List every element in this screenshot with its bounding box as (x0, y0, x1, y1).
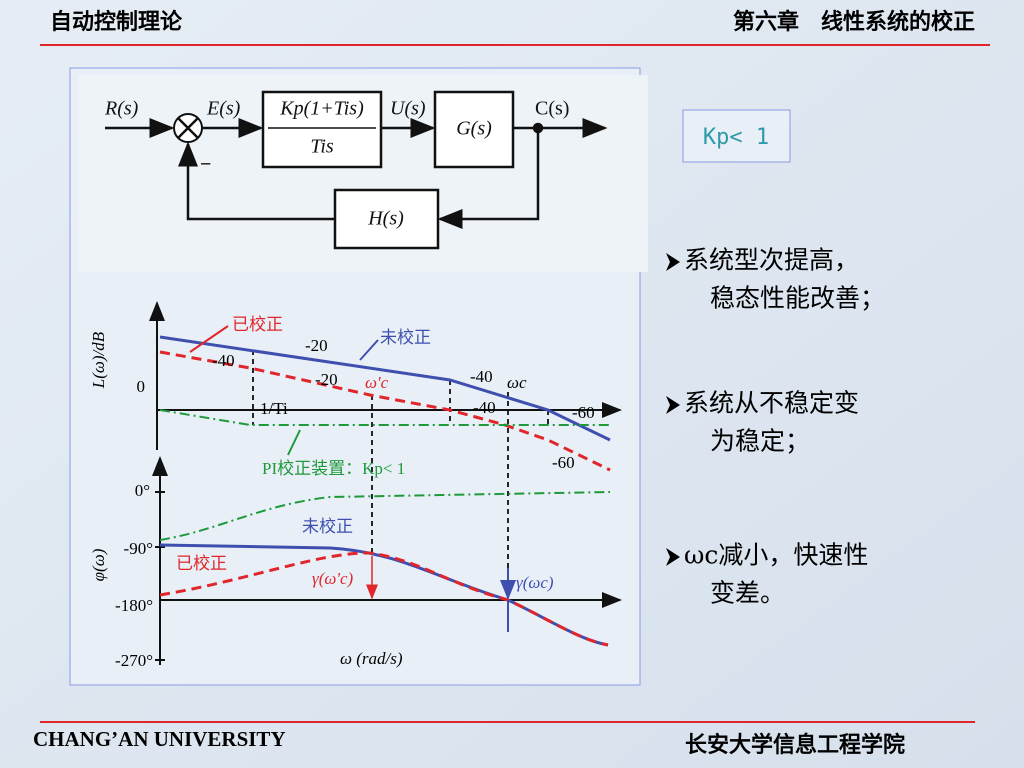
mag-slope: -20 (305, 336, 328, 355)
input-label: R(s) (104, 98, 139, 120)
corrected-pointer (189, 325, 229, 353)
phase-uncorrected: 未校正 (302, 517, 353, 536)
controller-numerator: Kp(1+Tis) (279, 98, 364, 120)
reference-dashes (252, 350, 549, 600)
bullet-text: ωc减小，快速性 (684, 541, 868, 570)
error-label: E(s) (206, 98, 241, 120)
pi-phase (159, 491, 611, 541)
bullet-marker (666, 396, 680, 414)
pi-pointer (287, 429, 301, 456)
bullet-text: 系统型次提高， (684, 246, 859, 275)
header-left: 自动控制理论 (50, 9, 183, 35)
footer-left: CHANG’AN UNIVERSITY (33, 727, 286, 751)
mag-slope: -60 (552, 453, 575, 472)
bullet-text: 变差。 (710, 579, 785, 608)
phase-tick: 0° (135, 481, 150, 500)
uncorrected-pointer (359, 339, 379, 361)
controller-denominator: Tis (310, 136, 334, 158)
footer-right: 长安大学信息工程学院 (685, 732, 905, 758)
corrected-magnitude (159, 350, 611, 472)
wc: ωc (507, 373, 527, 392)
control-label: U(s) (390, 98, 426, 120)
mag-slope: -60 (572, 403, 595, 422)
gamma-prime: γ(ω'c) (312, 569, 354, 588)
wc-prime: ω'c (365, 373, 389, 392)
header-right: 第六章 线性系统的校正 (733, 9, 975, 35)
note-text: Kp< 1 (703, 125, 769, 150)
bullet-text: 为稳定； (710, 427, 810, 456)
phase-axis-label: φ(ω) (89, 548, 108, 581)
block-diagram-lines (105, 90, 608, 250)
note-box (682, 109, 791, 163)
mag-zero: 0 (137, 377, 146, 396)
mag-uncorrected: 未校正 (380, 328, 431, 347)
bullet-marker (666, 548, 680, 566)
feedback-label: H(s) (367, 208, 404, 230)
inv-ti: 1/Ti (260, 399, 288, 418)
phase-corrected: 已校正 (176, 554, 227, 573)
phase-tick: -180° (115, 596, 153, 615)
output-label: C(s) (535, 98, 569, 120)
mag-slope: -20 (315, 370, 338, 389)
mag-slope: -40 (470, 367, 493, 386)
pi-device: PI校正装置：Kp< 1 (262, 459, 405, 478)
bullet-text: 稳态性能改善； (710, 284, 885, 313)
feedback-sign: − (200, 154, 211, 176)
x-axis-label: ω (rad/s) (340, 649, 403, 668)
bode-axes (149, 301, 622, 665)
mag-slope: -40 (212, 351, 235, 370)
plant-label: G(s) (456, 118, 492, 140)
phase-tick: -90° (124, 539, 153, 558)
corrected-phase (159, 551, 609, 647)
bullet-text: 系统从不稳定变 (684, 389, 859, 418)
mag-corrected: 已校正 (232, 315, 283, 334)
phase-tick: -270° (115, 651, 153, 670)
bullet-marker (666, 253, 680, 271)
gamma: γ(ωc) (516, 573, 554, 592)
mag-axis-label: L(ω)/dB (89, 331, 108, 389)
mag-slope: -40 (473, 398, 496, 417)
